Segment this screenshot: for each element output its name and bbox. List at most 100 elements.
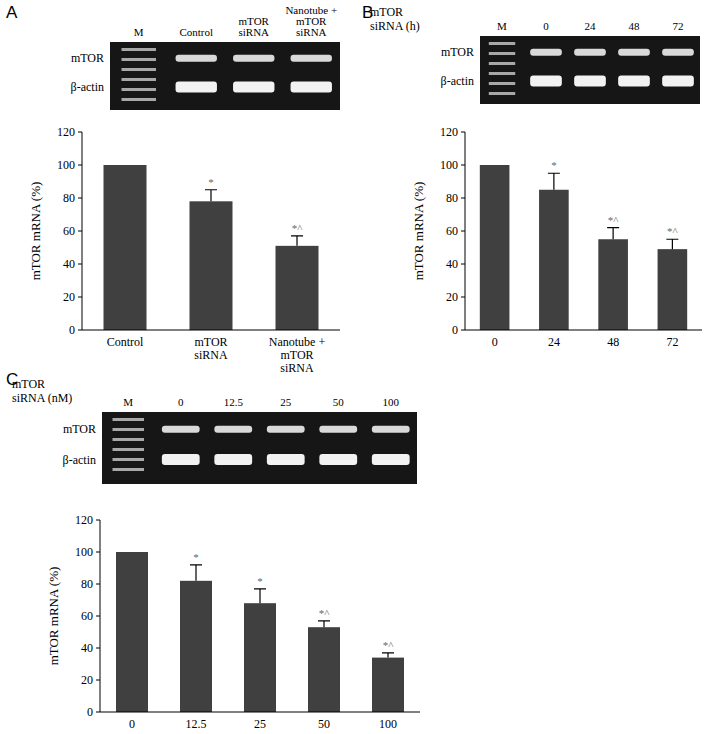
gel-band (574, 49, 606, 56)
gel-ladder-band (489, 42, 515, 45)
gel-band (291, 55, 332, 62)
gel-header-line: siRNA (h) (370, 19, 420, 33)
gel-band (372, 426, 410, 433)
y-tick-label: 100 (57, 158, 75, 172)
gel-ladder-band (122, 88, 157, 91)
x-tick-label: 25 (254, 717, 266, 731)
bar (276, 246, 319, 330)
gel-band (176, 81, 217, 92)
gel-band (372, 454, 410, 465)
bars (480, 165, 687, 330)
gel-lane-label: 0 (178, 396, 184, 408)
significance-mark: *^ (383, 639, 395, 651)
gel-lane-label-line: siRNA (238, 26, 269, 38)
bars (104, 165, 319, 330)
y-tick (96, 616, 100, 617)
bar (372, 658, 404, 712)
y-tick (96, 552, 100, 553)
y-axis-label: mTOR mRNA (%) (411, 182, 426, 281)
y-tick (96, 520, 100, 521)
gel-ladder-band (489, 52, 515, 55)
gel-ladder-band (113, 468, 145, 471)
x-axis (100, 712, 420, 713)
gel-row-label: β-actin (63, 453, 96, 467)
error-bar (254, 589, 266, 603)
gel-image (480, 36, 700, 104)
gel-header-line: siRNA (nM) (12, 391, 72, 405)
y-tick-label: 40 (63, 257, 75, 271)
x-tick-label-line: 48 (607, 335, 619, 349)
error-bar (190, 565, 202, 581)
bar (180, 581, 212, 712)
y-tick-label: 60 (446, 224, 458, 238)
y-tick (96, 584, 100, 585)
gel-header-line: mTOR (12, 377, 45, 391)
y-tick (78, 132, 82, 133)
x-tick-label: 48 (607, 335, 619, 349)
y-tick-label: 20 (81, 673, 93, 687)
gel-band (530, 49, 562, 56)
gel-lane-label: M (497, 20, 507, 32)
x-tick-label-line: 25 (254, 717, 266, 731)
y-tick (78, 231, 82, 232)
x-tick-label: Nanotube +mTORsiRNA (269, 335, 326, 375)
y-tick-label: 40 (81, 641, 93, 655)
gel-lane-label: 100 (383, 396, 400, 408)
significance-mark: *^ (667, 225, 679, 237)
y-tick-label: 80 (63, 191, 75, 205)
error-bar (607, 228, 619, 240)
y-tick (461, 297, 465, 298)
y-tick (78, 297, 82, 298)
gel-lane-label-line: 24 (585, 20, 597, 32)
x-tick-label-line: Control (107, 335, 144, 349)
significance-mark: *^ (319, 607, 331, 619)
gel-lane-label: 0 (543, 20, 549, 32)
gel-ladder-band (489, 82, 515, 85)
significance-mark: *^ (608, 214, 620, 226)
x-tick-label-line: 50 (318, 717, 330, 731)
gel-ladder-band (489, 62, 515, 65)
y-tick-label: 120 (75, 513, 93, 527)
y-tick-label: 100 (440, 158, 458, 172)
y-tick (461, 231, 465, 232)
gel-lane-label-line: 50 (333, 396, 345, 408)
gel-band (233, 81, 274, 92)
x-axis (82, 330, 340, 331)
y-tick (461, 165, 465, 166)
error-bar (666, 239, 678, 249)
significance-mark: * (208, 176, 214, 188)
gel-lane-label: Nanotube +mTORsiRNA (285, 4, 337, 38)
gel-band (618, 49, 650, 56)
y-tick (461, 264, 465, 265)
gel-lane-label-line: 48 (629, 20, 641, 32)
gel-band (319, 454, 357, 465)
y-axis-label: mTOR mRNA (%) (46, 567, 61, 666)
gel-lane-label-line: 72 (673, 20, 684, 32)
bar (190, 201, 233, 330)
y-axis (465, 132, 466, 330)
gel-lane-label: 12.5 (224, 396, 244, 408)
gel-lane-label: Control (179, 26, 213, 38)
gel-lane-label: 48 (629, 20, 641, 32)
error-bar (382, 653, 394, 658)
gel-ladder-band (122, 58, 157, 61)
gel-ladder-band (489, 92, 515, 95)
y-tick-label: 0 (452, 323, 458, 337)
gel-ladder-band (113, 418, 145, 421)
bar (244, 603, 276, 712)
y-axis (82, 132, 83, 330)
gel-ladder-band (122, 48, 157, 51)
gel-row-label: mTOR (63, 422, 96, 436)
y-tick-label: 20 (446, 290, 458, 304)
gel-ladder-band (122, 98, 157, 101)
x-tick-label: 100 (379, 717, 397, 731)
gel-ladder-band (489, 72, 515, 75)
y-tick (461, 198, 465, 199)
bar (116, 552, 148, 712)
y-tick (78, 198, 82, 199)
gel-lane-label-line: siRNA (296, 26, 327, 38)
gel-lane-label: 24 (585, 20, 597, 32)
gel-band (574, 75, 606, 86)
x-tick-label: 50 (318, 717, 330, 731)
gel-image (102, 412, 417, 484)
